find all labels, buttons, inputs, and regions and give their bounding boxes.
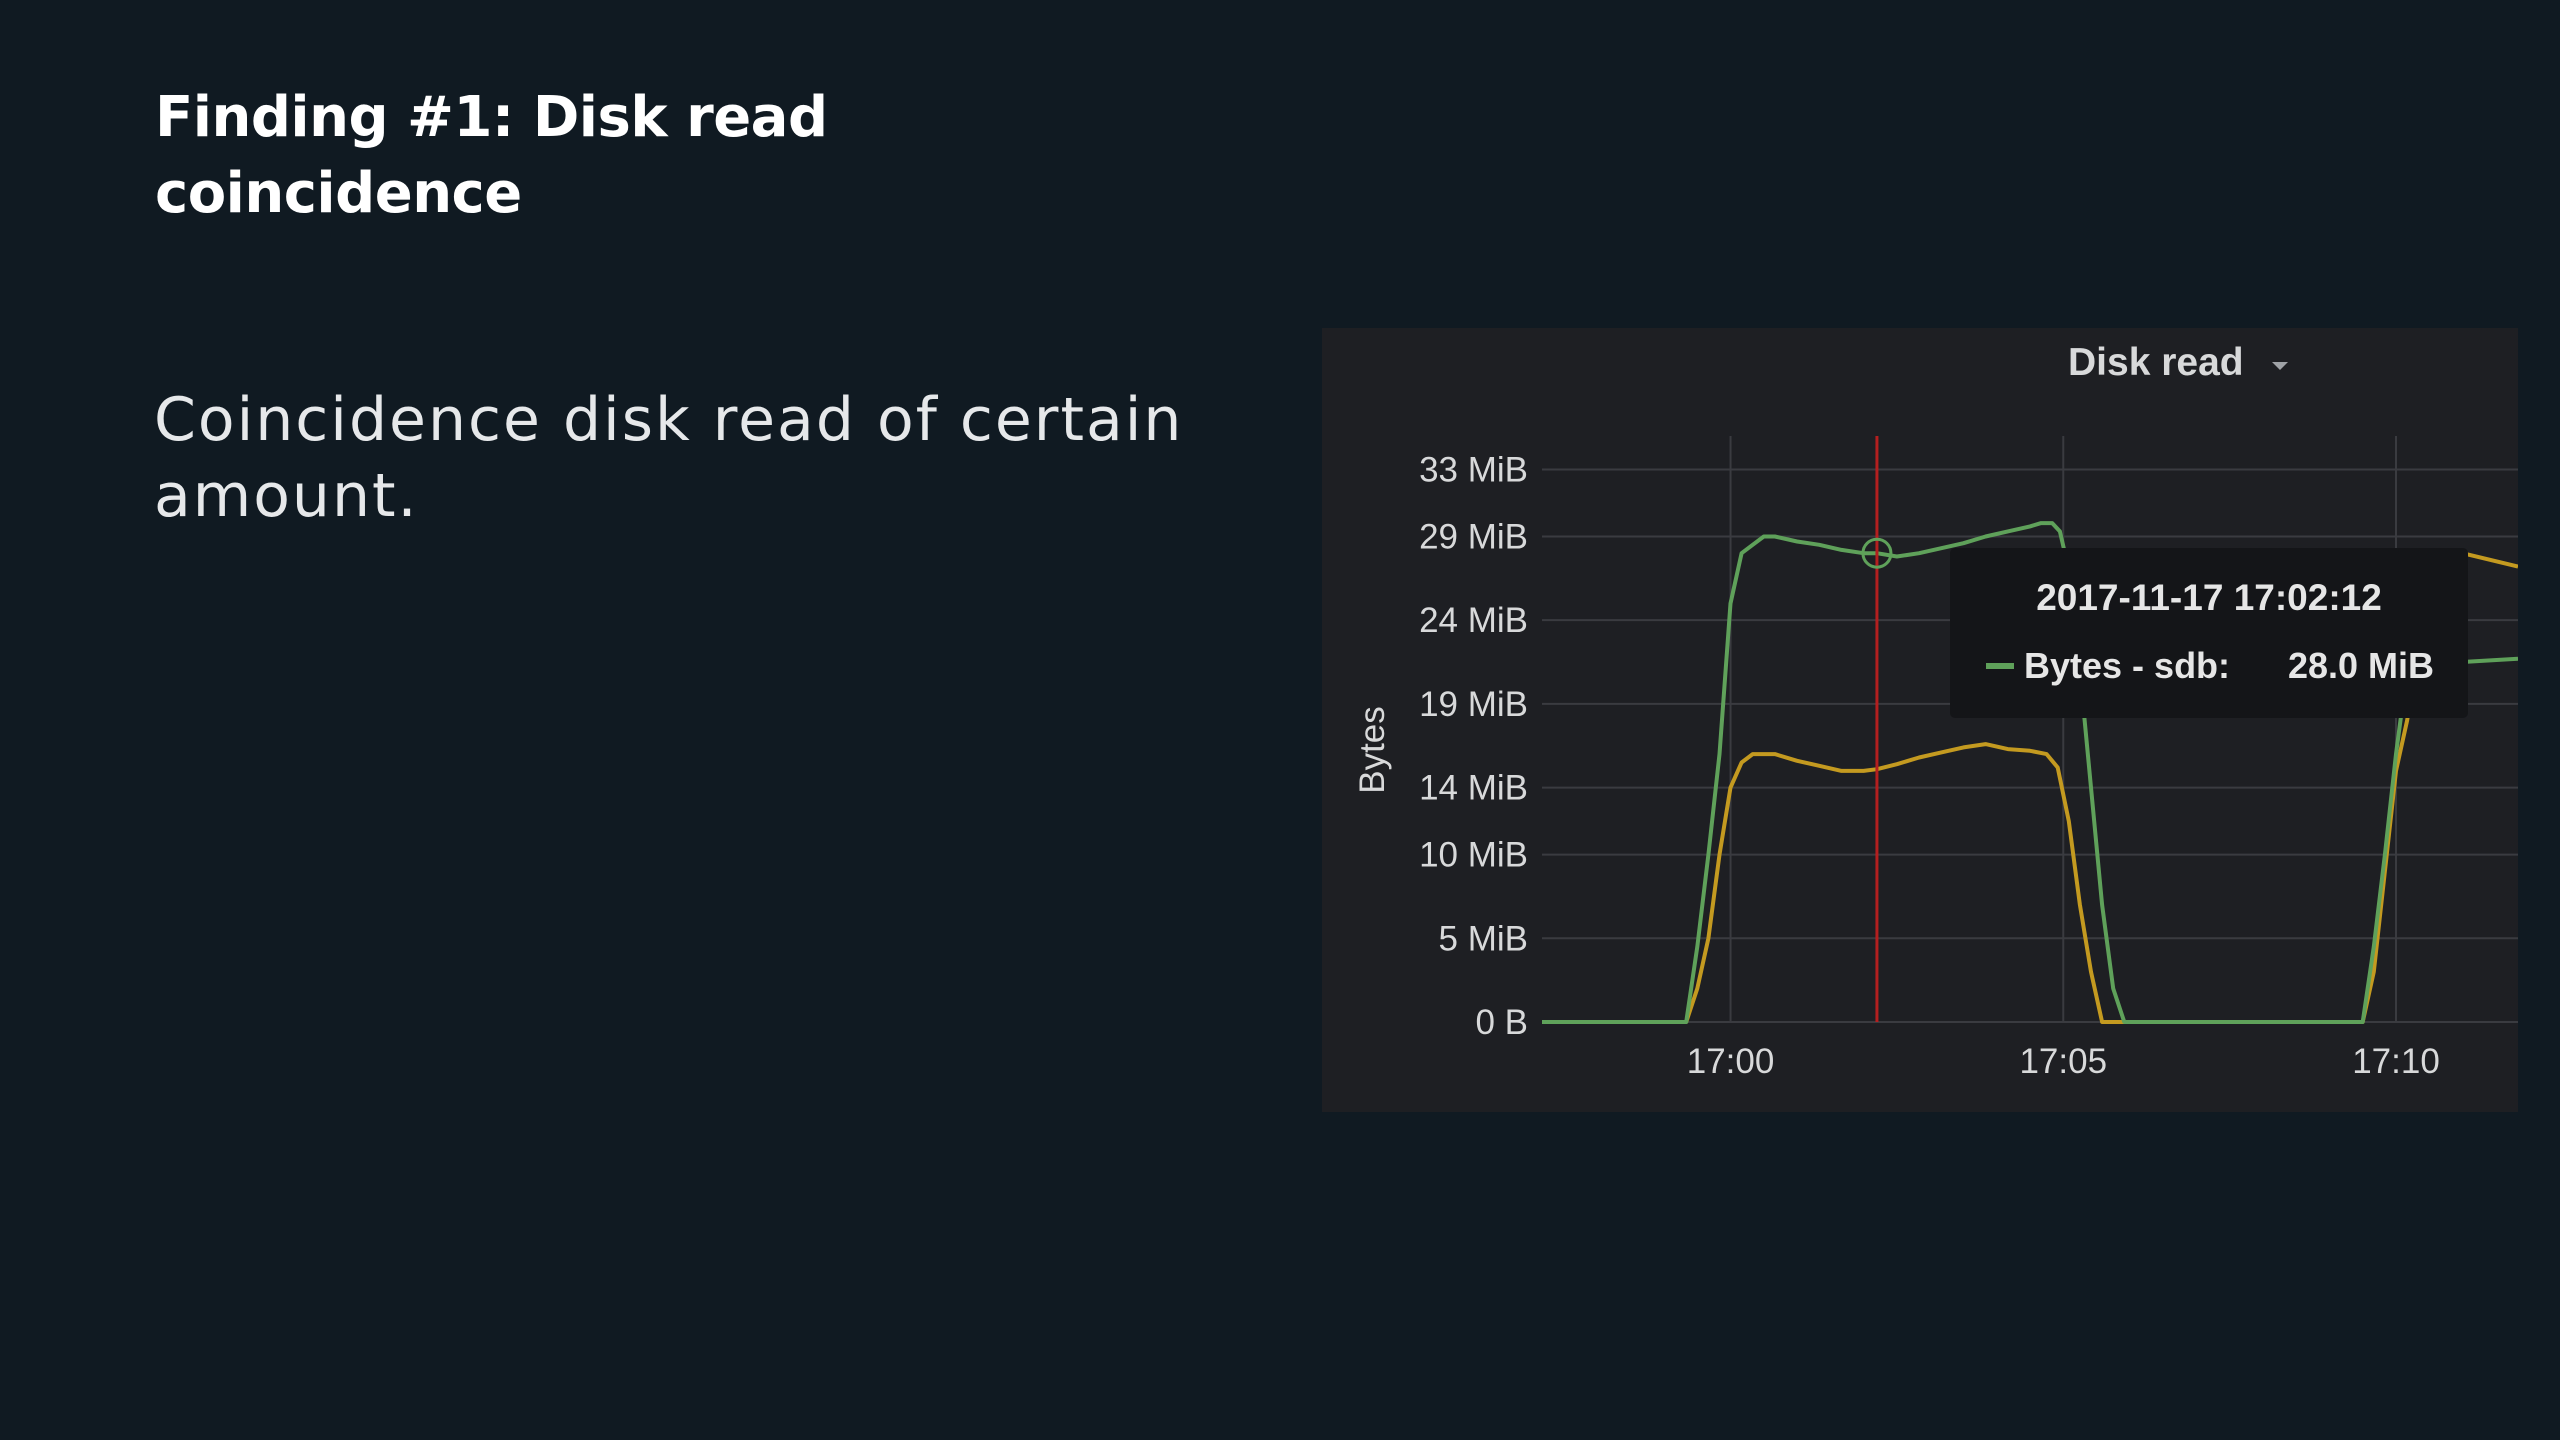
y-tick-label: 0 B [1475, 1003, 1528, 1042]
x-axis-ticks: 17:00 17:05 17:10 [1687, 1042, 2440, 1081]
hover-point-marker [1861, 537, 1893, 569]
tooltip-background [1950, 548, 2468, 718]
chart-panel: 0 B 5 MiB 10 MiB 14 MiB 19 MiB 24 MiB 29 MiB 33… [1322, 328, 2518, 1112]
chart-grid [1542, 436, 2518, 1023]
disk-read-chart: 0 B 5 MiB 10 MiB 14 MiB 19 MiB 24 MiB 29 MiB 33… [1353, 341, 2518, 1081]
tooltip-value: 28.0 MiB [2288, 645, 2434, 686]
series-line-green [1542, 521, 2518, 1024]
chart-title[interactable]: Disk read [2068, 341, 2244, 384]
y-tick-label: 33 MiB [1419, 450, 1528, 489]
hover-tooltip: 2017-11-17 17:02:12 Bytes - sdb: 28.0 Mi… [1950, 548, 2468, 718]
y-tick-label: 5 MiB [1439, 919, 1528, 958]
chart-series [1542, 436, 2518, 1024]
x-tick-label: 17:05 [2019, 1042, 2107, 1081]
x-tick-label: 17:10 [2352, 1042, 2440, 1081]
y-tick-label: 24 MiB [1419, 601, 1528, 640]
tooltip-series-swatch [1986, 663, 2014, 669]
chevron-down-icon[interactable] [2272, 362, 2288, 370]
y-axis-label: Bytes [1353, 706, 1392, 794]
y-axis-ticks: 0 B 5 MiB 10 MiB 14 MiB 19 MiB 24 MiB 29 MiB 33… [1419, 450, 1528, 1042]
x-tick-label: 17:00 [1687, 1042, 1775, 1081]
y-tick-label: 29 MiB [1419, 517, 1528, 556]
tooltip-time: 2017-11-17 17:02:12 [2036, 577, 2382, 618]
y-tick-label: 19 MiB [1419, 685, 1528, 724]
y-tick-label: 14 MiB [1419, 769, 1528, 808]
slide-title: Finding #1: Disk read coincidence [155, 85, 828, 226]
slide-body-text: Coincidence disk read of certain amount. [154, 385, 1184, 531]
tooltip-series-label: Bytes - sdb: [2024, 645, 2230, 686]
y-tick-label: 10 MiB [1419, 836, 1528, 875]
